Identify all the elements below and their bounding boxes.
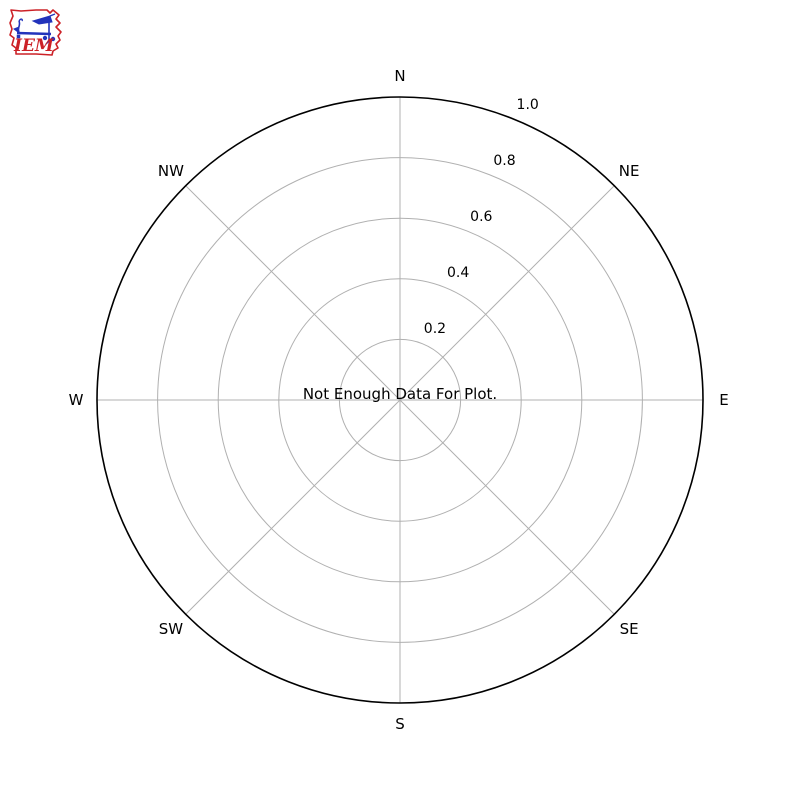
direction-label-s: S xyxy=(395,715,405,733)
radial-tick-label: 0.6 xyxy=(470,209,492,225)
angular-gridline xyxy=(185,399,401,615)
no-data-message: Not Enough Data For Plot. xyxy=(303,385,497,403)
direction-label-ne: NE xyxy=(619,162,640,180)
weather-instrument-icon xyxy=(12,13,56,45)
direction-label-se: SE xyxy=(620,620,639,638)
radial-tick-label: 1.0 xyxy=(517,97,539,113)
direction-label-w: W xyxy=(69,391,84,409)
radial-tick-label: 0.8 xyxy=(493,153,515,169)
angular-gridline xyxy=(185,185,401,401)
angular-gridline xyxy=(399,399,615,615)
direction-label-n: N xyxy=(394,67,405,85)
direction-label-e: E xyxy=(719,391,728,409)
iem-logo-text: IEM xyxy=(13,36,55,56)
direction-label-sw: SW xyxy=(159,620,184,638)
polar-outline xyxy=(96,96,704,704)
direction-label-nw: NW xyxy=(158,162,184,180)
radial-tick-label: 0.2 xyxy=(424,321,446,337)
angular-gridline xyxy=(399,185,615,401)
iem-logo: IEM xyxy=(9,9,62,56)
radial-tick-label: 0.4 xyxy=(447,265,469,281)
